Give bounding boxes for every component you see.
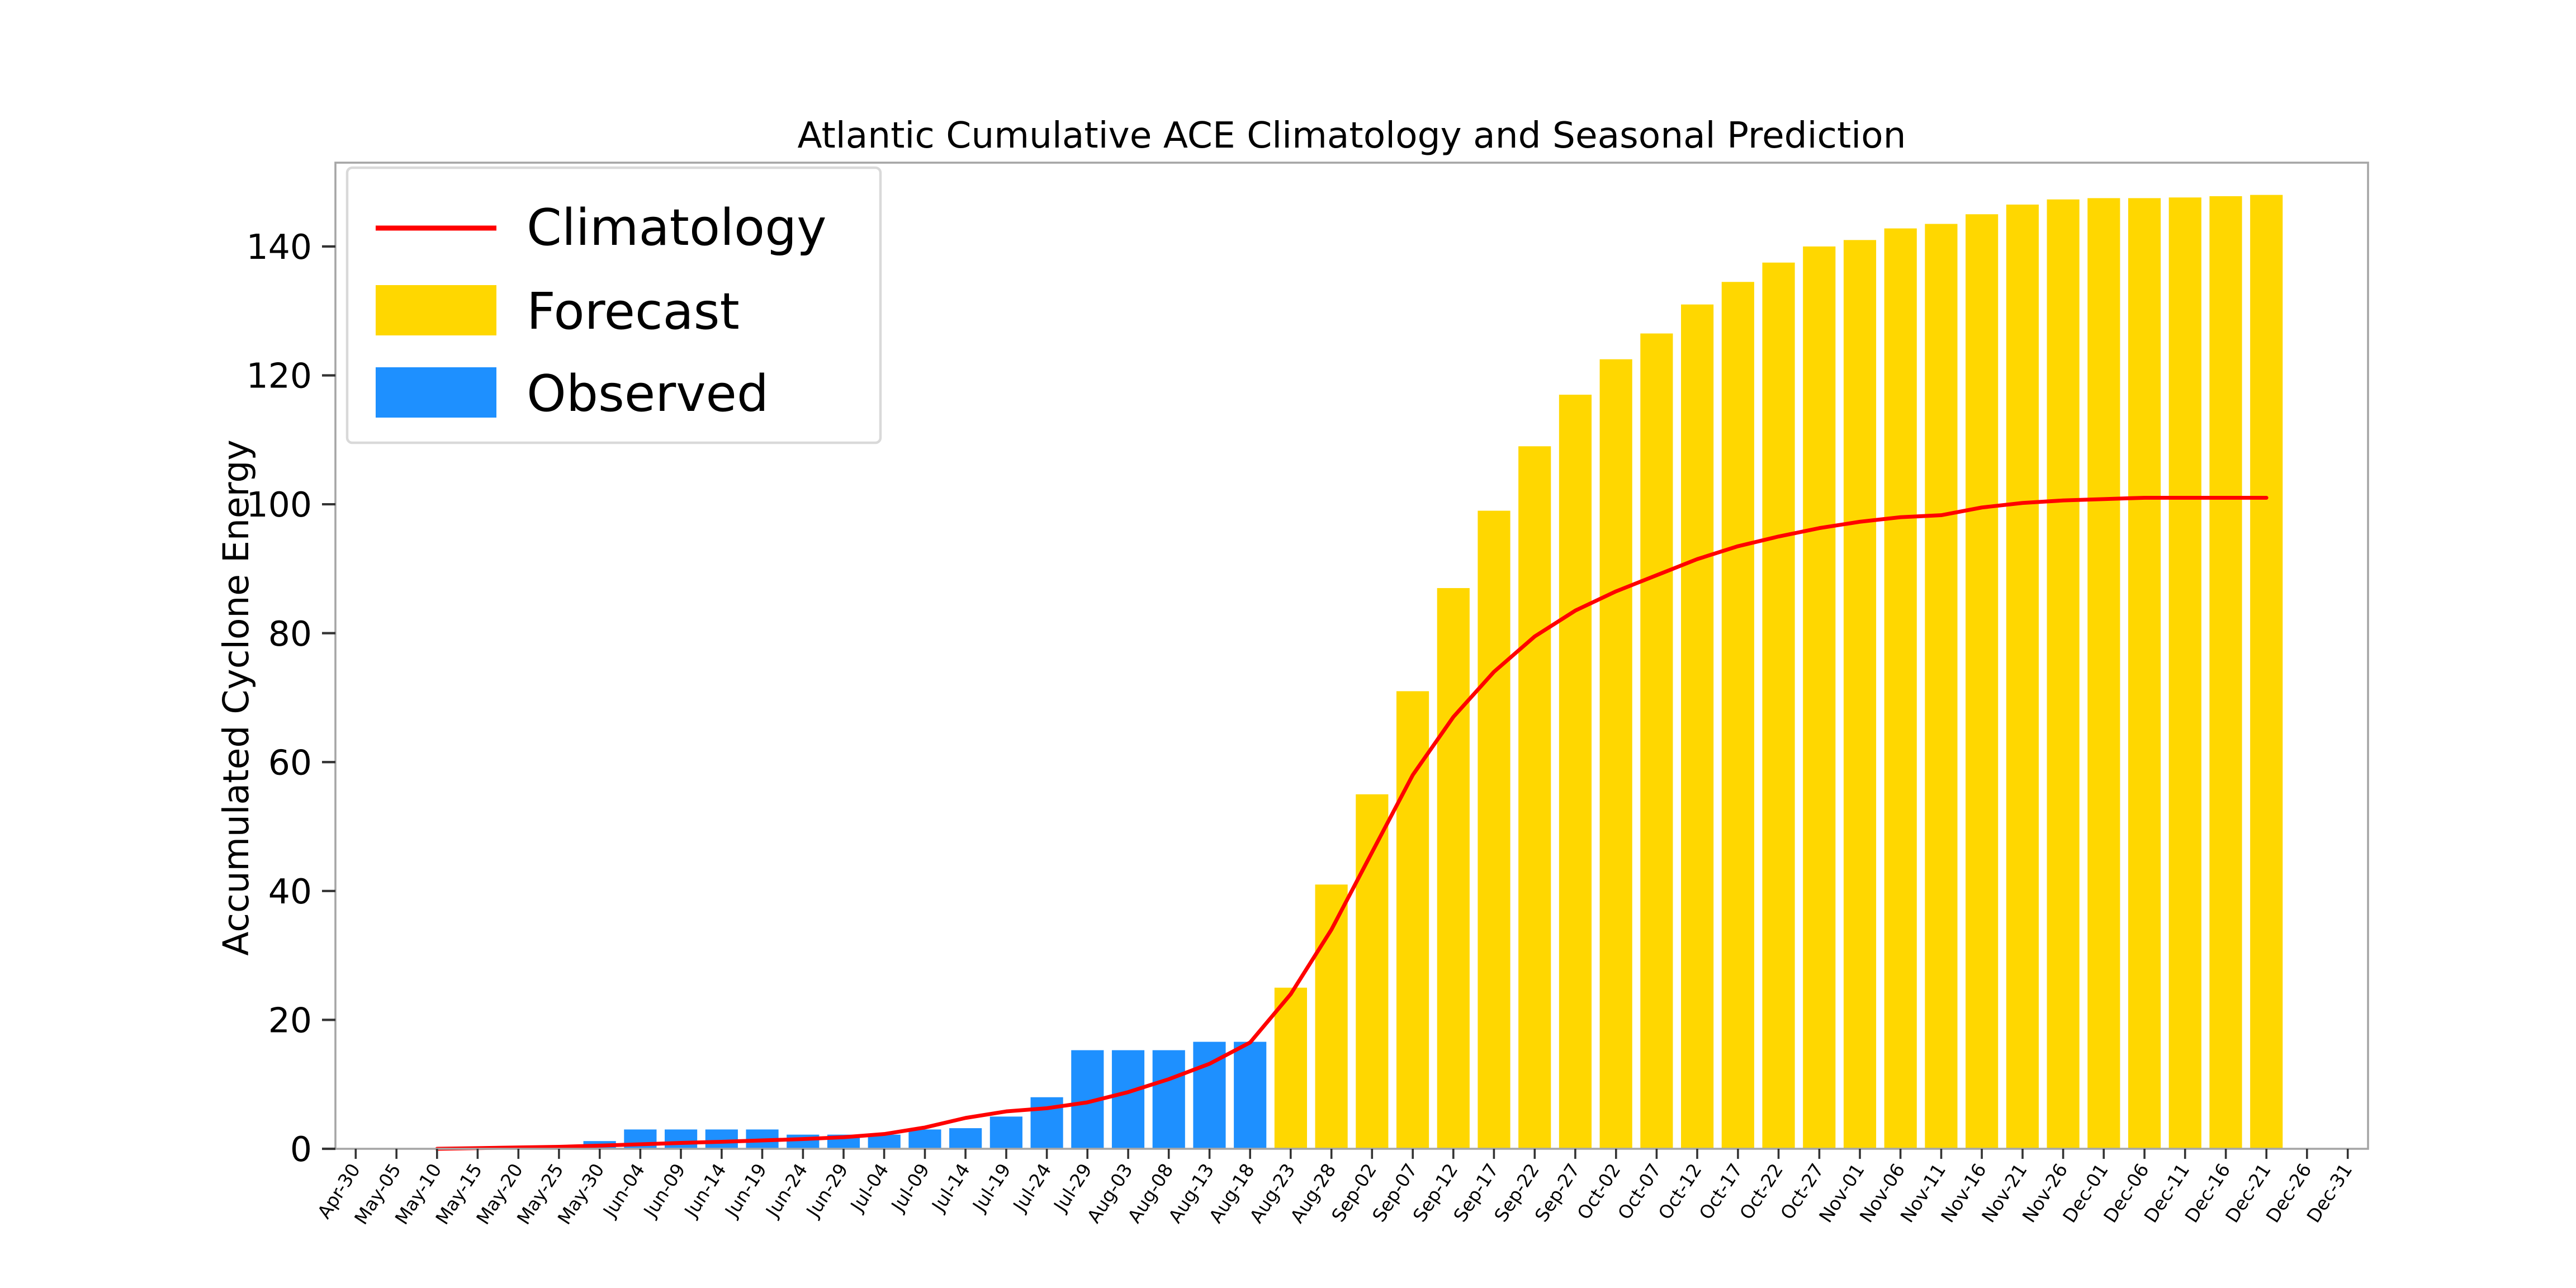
forecast-bar bbox=[2006, 204, 2039, 1149]
observed-bar bbox=[1111, 1050, 1145, 1149]
forecast-bar bbox=[2128, 198, 2161, 1149]
forecast-bar bbox=[1599, 359, 1632, 1149]
legend-forecast-swatch bbox=[376, 285, 496, 335]
observed-bar bbox=[908, 1129, 941, 1149]
x-tick-label: Jul-24 bbox=[1008, 1159, 1055, 1216]
forecast-bar bbox=[1843, 240, 1877, 1149]
x-tick-label: Jun-04 bbox=[598, 1159, 649, 1221]
legend-observed-label: Observed bbox=[527, 364, 769, 423]
y-tick-label: 60 bbox=[268, 742, 312, 783]
forecast-bar bbox=[2209, 196, 2242, 1149]
forecast-bar bbox=[1559, 395, 1592, 1149]
forecast-bar bbox=[1274, 987, 1307, 1149]
observed-bar bbox=[1234, 1041, 1267, 1149]
chart-title: Atlantic Cumulative ACE Climatology and … bbox=[798, 115, 1906, 157]
observed-bar bbox=[949, 1128, 982, 1149]
observed-bar bbox=[1152, 1050, 1185, 1149]
forecast-bar bbox=[2047, 199, 2080, 1149]
y-tick-label: 20 bbox=[268, 1001, 312, 1041]
legend: Climatology Forecast Observed bbox=[345, 166, 882, 444]
observed-bar bbox=[665, 1129, 698, 1149]
forecast-bar bbox=[1315, 884, 1348, 1149]
y-tick-label: 40 bbox=[268, 872, 312, 912]
y-tick-label: 140 bbox=[247, 227, 312, 267]
x-tick-label: Jul-04 bbox=[845, 1159, 893, 1216]
x-tick-label: Jul-09 bbox=[886, 1159, 934, 1216]
forecast-bar bbox=[1640, 333, 1673, 1149]
forecast-bar bbox=[1884, 228, 1917, 1149]
forecast-bar bbox=[1803, 246, 1836, 1149]
x-tick-label: Jul-14 bbox=[927, 1159, 974, 1216]
plot-border bbox=[334, 162, 2369, 1150]
x-tick-label: Jun-29 bbox=[801, 1159, 852, 1221]
observed-bar bbox=[705, 1129, 738, 1149]
y-tick-label: 0 bbox=[290, 1129, 312, 1169]
forecast-bar bbox=[2250, 195, 2283, 1149]
y-tick-label: 120 bbox=[247, 356, 312, 396]
forecast-bar bbox=[1518, 446, 1551, 1149]
x-tick-label: Jun-09 bbox=[638, 1159, 689, 1221]
forecast-bar bbox=[1762, 262, 1795, 1149]
x-tick-label: Jun-14 bbox=[679, 1159, 730, 1221]
y-tick-label: 80 bbox=[268, 614, 312, 654]
legend-forecast-label: Forecast bbox=[527, 282, 740, 341]
y-axis-label: Accumulated Cyclone Energy bbox=[216, 439, 257, 955]
forecast-bar bbox=[1356, 794, 1389, 1149]
observed-bar bbox=[989, 1116, 1022, 1149]
legend-climatology-label: Climatology bbox=[527, 198, 826, 257]
observed-bar bbox=[868, 1134, 901, 1149]
forecast-bar bbox=[1437, 588, 1470, 1149]
forecast-bar bbox=[1721, 282, 1754, 1149]
forecast-bar bbox=[1966, 214, 1999, 1149]
forecast-bar bbox=[1396, 691, 1429, 1149]
forecast-bar bbox=[1925, 224, 1958, 1149]
x-tick-label: Jun-19 bbox=[720, 1159, 771, 1221]
y-tick-label: 100 bbox=[247, 485, 312, 525]
plot-area: 020406080100120140Apr-30May-05May-10May-… bbox=[247, 162, 2369, 1228]
forecast-bar bbox=[2087, 198, 2120, 1149]
climatology-line bbox=[435, 495, 2269, 1151]
x-tick-label: Jun-24 bbox=[761, 1159, 812, 1221]
forecast-bar bbox=[1681, 304, 1714, 1149]
forecast-bar bbox=[1478, 510, 1510, 1149]
forecast-bar bbox=[2168, 197, 2201, 1149]
x-tick-label: Jul-19 bbox=[968, 1159, 1015, 1216]
legend-observed-swatch bbox=[376, 367, 496, 418]
